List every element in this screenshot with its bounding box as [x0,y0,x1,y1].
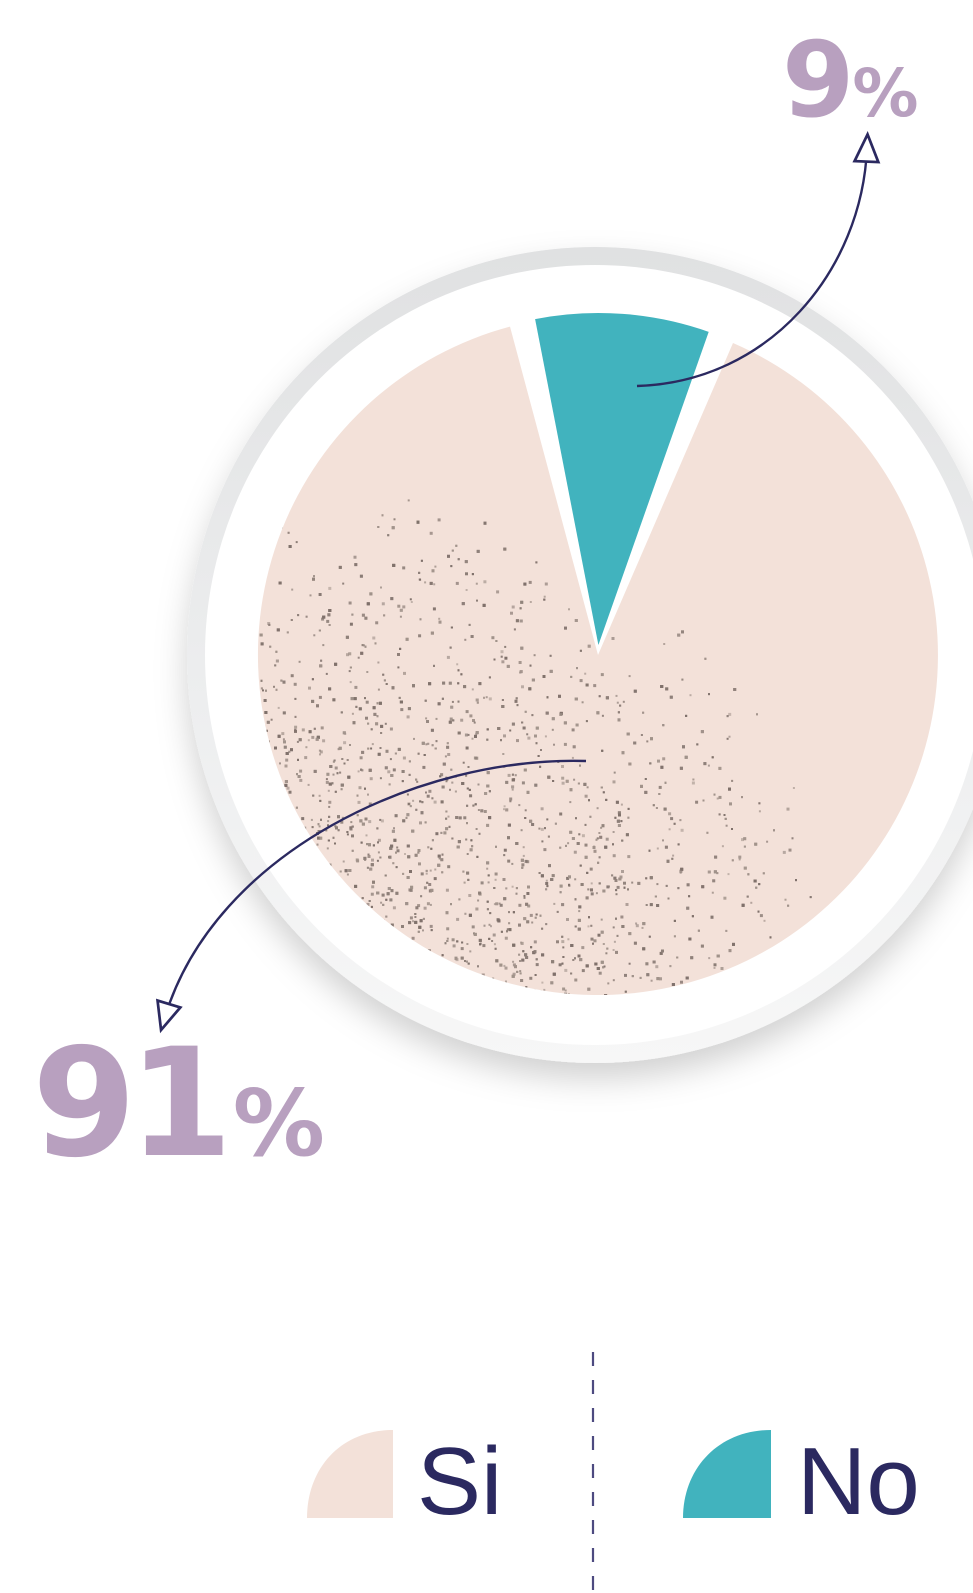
legend-label-si: Si [417,1428,502,1535]
legend: Si No [307,1352,920,1593]
callout-arrow-no [636,131,881,388]
callout-arrow-si [155,759,587,1034]
legend-label-no: No [797,1428,920,1535]
pie-slice-si [257,326,938,996]
slice-value-label-no: 9% [782,19,919,141]
slice-value-label-si: 91% [32,1017,325,1191]
legend-swatch-no [683,1430,771,1518]
pie-slice-no [535,313,709,645]
legend-swatch-si [307,1430,393,1518]
